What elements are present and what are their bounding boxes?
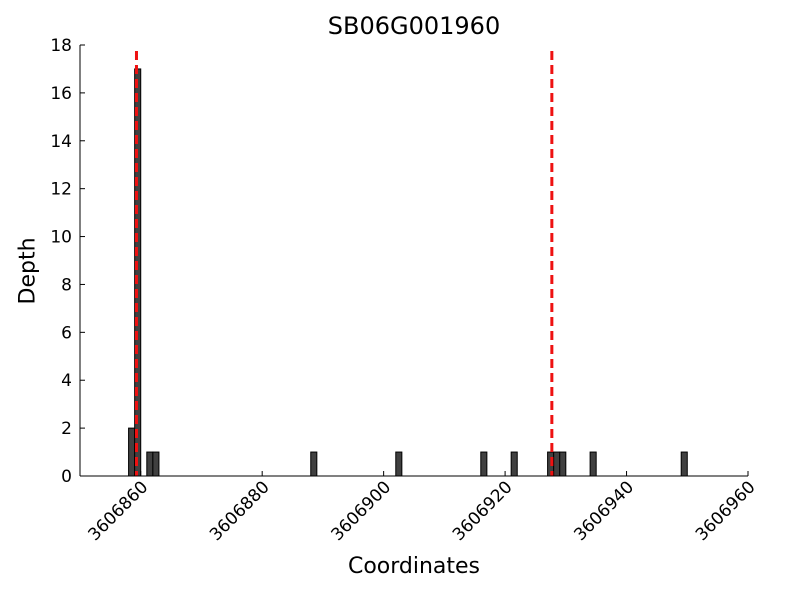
- y-tick-label: 10: [50, 228, 72, 248]
- x-tick-label: 3606920: [449, 477, 517, 545]
- bar: [395, 451, 403, 477]
- bar: [480, 451, 488, 477]
- chart-title: SB06G001960: [327, 12, 501, 40]
- bar: [553, 451, 561, 477]
- reference-lines-layer: [134, 51, 554, 476]
- y-tick-label: 8: [61, 275, 72, 295]
- bar: [589, 451, 597, 477]
- x-tick-label: 3606960: [692, 477, 760, 545]
- bar: [510, 451, 518, 477]
- y-tick-label: 14: [50, 132, 72, 152]
- y-tick-label: 16: [50, 84, 72, 104]
- bar: [310, 451, 318, 477]
- bar: [152, 451, 160, 477]
- x-tick-label: 3606940: [570, 477, 638, 545]
- y-tick-label: 6: [61, 323, 72, 343]
- bar: [680, 451, 688, 477]
- bar: [134, 68, 142, 477]
- y-tick-label: 2: [61, 419, 72, 439]
- y-axis-label: Depth: [15, 237, 41, 305]
- y-tick-label: 0: [61, 467, 72, 487]
- y-tick-label: 12: [50, 180, 72, 200]
- x-axis-label: Coordinates: [347, 554, 481, 579]
- y-tick-label: 18: [50, 36, 72, 56]
- bars-layer: [128, 68, 688, 477]
- x-tick-label: 3606860: [85, 477, 153, 545]
- bar: [128, 427, 136, 477]
- bar: [146, 451, 154, 477]
- x-tick-label: 3606900: [327, 477, 395, 545]
- y-tick-label: 4: [61, 371, 72, 391]
- x-tick-label: 3606880: [206, 477, 274, 545]
- bar: [559, 451, 567, 477]
